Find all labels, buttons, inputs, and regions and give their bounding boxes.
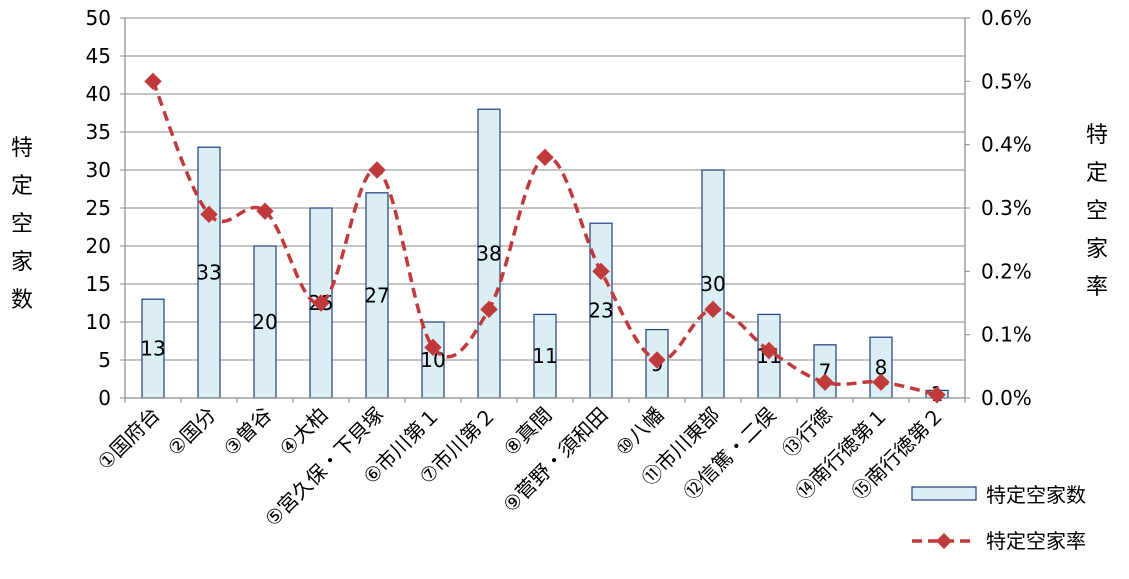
- bar-value-label: 30: [700, 272, 725, 296]
- right-axis-title-char: 特: [1086, 123, 1108, 148]
- legend-item-bars: 特定空家数: [911, 483, 1086, 507]
- axes: [120, 17, 970, 403]
- left-tick-label: 5: [98, 348, 111, 372]
- left-axis-title-char: 空: [11, 212, 33, 237]
- left-tick-label: 25: [86, 196, 111, 220]
- bar-value-label: 38: [476, 242, 501, 266]
- rate-point-marker: [648, 351, 666, 369]
- left-tick-label: 20: [86, 234, 111, 258]
- left-tick-label: 0: [98, 386, 111, 410]
- legend-item-line: 特定空家率: [912, 529, 1086, 553]
- category-label: ②国分: [163, 403, 221, 461]
- left-axis-title-char: 家: [11, 250, 33, 275]
- right-axis-title-char: 家: [1086, 237, 1108, 262]
- rate-point-marker: [536, 148, 554, 167]
- rate-point-marker: [704, 300, 722, 319]
- left-axis-title-char: 定: [11, 174, 33, 199]
- left-axis-title-char: 数: [11, 288, 33, 313]
- left-tick-label: 10: [86, 310, 111, 334]
- right-tick-label: 0.3%: [981, 196, 1032, 220]
- legend-swatch-marker: [936, 533, 952, 549]
- right-tick-label: 0.5%: [981, 69, 1032, 93]
- left-axis-title-char: 特: [11, 136, 33, 161]
- rate-point-marker: [872, 373, 890, 391]
- right-tick-label: 0.2%: [981, 259, 1032, 283]
- right-axis-title-char: 空: [1086, 199, 1108, 224]
- left-tick-label: 50: [86, 6, 111, 30]
- rate-point-marker: [312, 294, 330, 312]
- right-axis-title-char: 率: [1086, 275, 1108, 300]
- rate-point-marker: [816, 373, 834, 391]
- category-labels: ①国府台②国分③曽谷④大柏⑤宮久保・下貝塚⑥市川第１⑦市川第２⑧真間⑨菅野・須和…: [92, 403, 948, 532]
- rate-point-marker: [592, 262, 610, 281]
- rate-line: [144, 72, 946, 404]
- right-tick-label: 0.1%: [981, 323, 1032, 347]
- legend-label-line: 特定空家率: [986, 529, 1086, 553]
- left-axis-title: 特定空家数: [11, 136, 33, 313]
- left-tick-label: 40: [86, 82, 111, 106]
- left-tick-label: 15: [86, 272, 111, 296]
- rate-point-marker: [480, 300, 498, 319]
- category-label: ③曽谷: [219, 403, 277, 461]
- rate-point-marker: [256, 202, 274, 220]
- right-tick-label: 0.4%: [981, 133, 1032, 157]
- rate-point-marker: [760, 341, 778, 360]
- right-axis-title: 特定空家率: [1086, 123, 1108, 300]
- left-tick-label: 35: [86, 120, 111, 144]
- legend-swatch-bar: [911, 486, 977, 501]
- legend-label-bars: 特定空家数: [986, 483, 1086, 507]
- bar-value-label: 20: [252, 310, 277, 334]
- rate-point-marker: [200, 205, 218, 224]
- category-label: ①国府台: [92, 403, 164, 475]
- bar-value-label: 13: [140, 337, 165, 361]
- left-tick-label: 30: [86, 158, 111, 182]
- bar-value-label: 23: [588, 299, 613, 323]
- right-axis-ticks: 0.0% 0.1% 0.2% 0.3% 0.4% 0.5% 0.6%: [981, 6, 1032, 410]
- rate-point-marker: [424, 338, 442, 357]
- rate-point-marker: [928, 386, 946, 404]
- right-axis-title-char: 定: [1086, 161, 1108, 186]
- right-tick-label: 0.0%: [981, 386, 1032, 410]
- bar-value-label: 27: [364, 283, 389, 307]
- right-tick-label: 0.6%: [981, 6, 1032, 30]
- bar-value-label: 33: [196, 261, 221, 285]
- rate-point-marker: [144, 72, 162, 91]
- left-tick-label: 45: [86, 44, 111, 68]
- bar-value-label: 11: [532, 344, 557, 368]
- rate-point-marker: [368, 161, 386, 179]
- bar-value-label: 8: [875, 356, 888, 380]
- left-axis-ticks: 0 5 10 15 20 25 30 35 40 45 50: [86, 6, 111, 410]
